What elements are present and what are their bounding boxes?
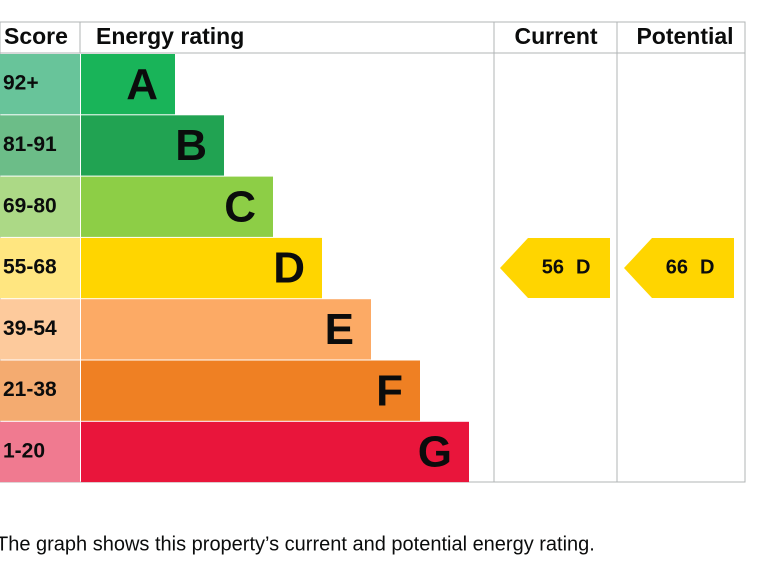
- score-cell: [0, 176, 80, 237]
- score-cell: [0, 360, 80, 421]
- rating-letter: C: [224, 182, 256, 231]
- header-potential: Potential: [636, 23, 733, 49]
- rating-bar: [81, 299, 371, 360]
- potential-band: D: [700, 256, 714, 278]
- score-range: 1-20: [3, 439, 45, 462]
- score-range: 81-91: [3, 133, 57, 156]
- rating-letter: A: [126, 60, 158, 109]
- rating-bar: [81, 237, 322, 299]
- header-current: Current: [514, 23, 597, 49]
- score-range: 55-68: [3, 256, 57, 279]
- header-score: Score: [4, 23, 68, 49]
- rating-bar: [81, 421, 469, 483]
- potential-arrow: [624, 238, 734, 299]
- rating-letter: F: [376, 366, 403, 415]
- rating-letter: G: [418, 428, 452, 477]
- rating-bar: [81, 176, 273, 237]
- score-range: 69-80: [3, 194, 57, 217]
- rating-letter: E: [325, 305, 354, 354]
- rating-bar: [81, 115, 224, 176]
- caption: The graph shows this property’s current …: [0, 533, 595, 555]
- score-cell: [0, 421, 80, 483]
- score-range: 21-38: [3, 378, 57, 401]
- score-cell: [0, 299, 80, 360]
- rating-bar: [81, 360, 420, 421]
- potential-score: 66: [666, 256, 688, 278]
- score-range: 92+: [3, 72, 39, 95]
- rating-bar: [81, 54, 175, 115]
- score-range: 39-54: [3, 317, 57, 340]
- current-arrow: [500, 238, 610, 299]
- rating-letter: D: [273, 244, 305, 293]
- current-score: 56: [542, 256, 564, 278]
- header-rating: Energy rating: [96, 23, 244, 49]
- current-band: D: [576, 256, 590, 278]
- score-cell: [0, 115, 80, 176]
- score-cell: [0, 54, 80, 115]
- score-cell: [0, 237, 80, 299]
- rating-letter: B: [175, 121, 207, 170]
